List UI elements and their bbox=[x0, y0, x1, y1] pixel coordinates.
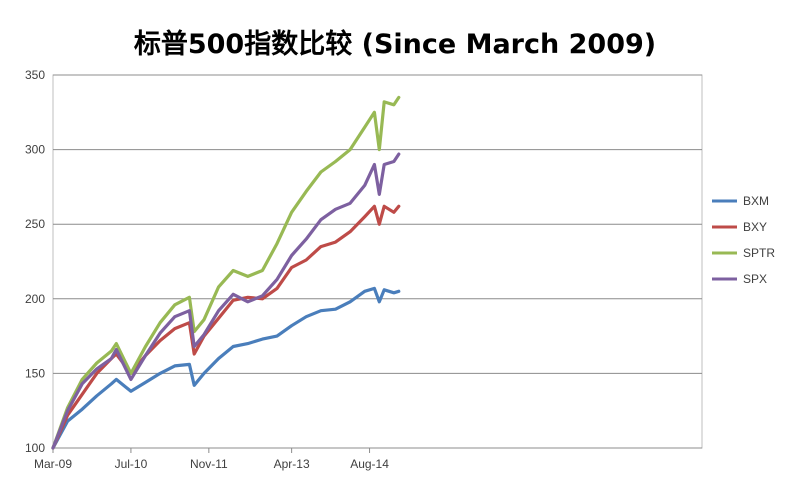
series-line-spx bbox=[51, 152, 401, 450]
series-line-bxm bbox=[51, 286, 401, 450]
y-tick-label: 300 bbox=[25, 143, 45, 157]
x-tick-label: Aug-14 bbox=[350, 457, 389, 471]
y-tick-label: 200 bbox=[25, 292, 45, 306]
x-tick-label: Mar-09 bbox=[34, 457, 72, 471]
legend-label-bxm: BXM bbox=[743, 194, 769, 208]
legend-label-spx: SPX bbox=[743, 272, 767, 286]
series-line-sptr bbox=[51, 95, 401, 450]
y-tick-label: 150 bbox=[25, 366, 45, 380]
x-tick-label: Nov-11 bbox=[190, 457, 228, 471]
chart-title: 标普500指数比较 (Since March 2009) bbox=[133, 29, 657, 60]
x-tick-label: Apr-13 bbox=[274, 457, 310, 471]
y-tick-label: 350 bbox=[25, 68, 45, 82]
x-tick-label: Jul-10 bbox=[115, 457, 148, 471]
y-tick-label: 250 bbox=[25, 217, 45, 231]
legend-label-sptr: SPTR bbox=[743, 246, 775, 260]
y-tick-label: 100 bbox=[25, 441, 45, 455]
series-line-bxy bbox=[51, 204, 401, 450]
legend-label-bxy: BXY bbox=[743, 220, 767, 234]
